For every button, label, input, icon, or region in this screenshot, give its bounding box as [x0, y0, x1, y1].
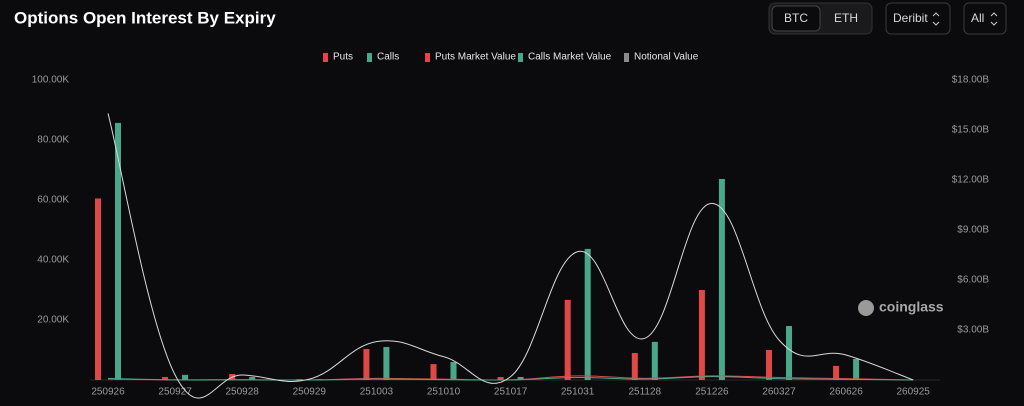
x-tick-label: 251031 [561, 387, 595, 398]
bar [718, 179, 725, 380]
x-tick-label: 260327 [762, 387, 796, 398]
asset-button[interactable]: ETH [834, 11, 858, 25]
x-tick-label: 251017 [494, 387, 528, 398]
x-tick-label: 250926 [91, 387, 125, 398]
exchange-select[interactable] [885, 2, 951, 35]
y2-tick-label: $3.00B [957, 325, 989, 336]
bar [249, 377, 256, 380]
legend-label: Puts Market Value [435, 52, 516, 63]
bar [651, 341, 658, 380]
x-tick-label: 251226 [695, 387, 729, 398]
legend-label: Puts [333, 52, 353, 63]
exchange-label: Deribit [893, 11, 928, 25]
legend-marker [425, 53, 430, 62]
chevron [932, 12, 940, 26]
legend-label: Calls [377, 52, 399, 63]
bar [182, 374, 189, 380]
legend-label: Notional Value [634, 52, 699, 63]
legend-label: Calls Market Value [528, 52, 612, 63]
line [107, 113, 914, 399]
bar [698, 290, 705, 380]
bar [631, 353, 638, 380]
x-tick-label: 260925 [897, 387, 931, 398]
watermark-text: coinglass [879, 299, 944, 315]
bar [430, 364, 437, 380]
bar [497, 377, 504, 380]
x-tick-label: 250928 [226, 387, 260, 398]
bar [853, 359, 860, 380]
bar [833, 365, 840, 380]
line [107, 376, 914, 381]
x-tick-label: 250929 [293, 387, 327, 398]
bar [564, 299, 571, 380]
bar [383, 347, 390, 380]
bar [786, 326, 792, 380]
bar [584, 248, 591, 380]
x-tick-label: 251010 [427, 387, 461, 398]
bar [450, 362, 457, 380]
bar [95, 198, 101, 380]
chart-title: Options Open Interest By Expiry [14, 8, 276, 27]
y2-tick-label: $6.00B [957, 275, 989, 286]
y-tick-label: 40.00K [37, 255, 69, 266]
y2-tick-label: $12.00B [952, 175, 990, 186]
y-tick-label: 80.00K [37, 135, 69, 146]
y2-tick-label: $18.00B [952, 75, 990, 86]
y-tick-label: 20.00K [37, 315, 69, 326]
legend-marker [367, 53, 372, 62]
asset-button[interactable]: BTC [784, 11, 808, 25]
asset-selected [771, 5, 821, 32]
range-label: All [971, 11, 984, 25]
bar [115, 122, 121, 381]
watermark: coinglass [858, 299, 944, 316]
y-tick-label: 60.00K [37, 195, 69, 206]
watermark-logo [858, 300, 874, 316]
bar [162, 377, 169, 380]
y2-tick-label: $9.00B [957, 225, 989, 236]
x-tick-label: 260626 [829, 387, 863, 398]
x-tick-label: 251003 [360, 387, 394, 398]
legend-marker [323, 53, 328, 62]
x-tick-label: 251128 [628, 387, 661, 398]
bar [766, 350, 772, 380]
bar [517, 377, 524, 380]
x-tick-label: 250927 [158, 387, 192, 398]
legend-marker [624, 53, 629, 62]
bar [363, 349, 370, 380]
y-tick-label: 100.00K [32, 75, 70, 86]
y2-tick-label: $15.00B [952, 125, 990, 136]
chevron [990, 12, 998, 26]
legend-marker [518, 53, 523, 62]
range-select[interactable] [963, 2, 1007, 35]
